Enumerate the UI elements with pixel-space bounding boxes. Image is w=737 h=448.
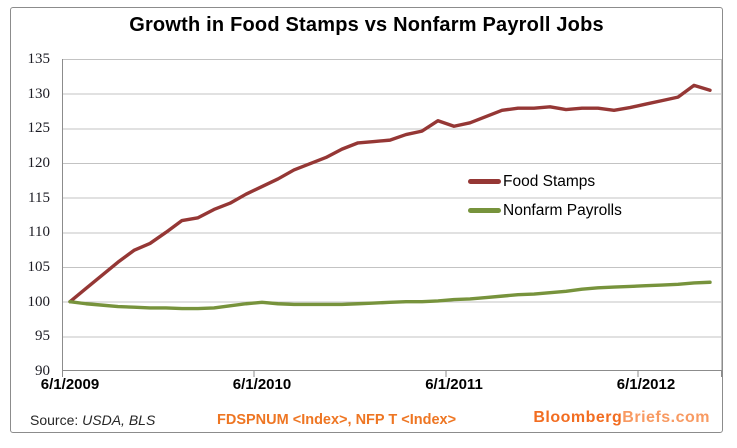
food-stamps-swatch [468, 179, 501, 184]
plot-area [62, 59, 722, 377]
chart-frame [10, 7, 723, 433]
ticker-text: FDSPNUM <Index>, NFP T <Index> [217, 412, 457, 428]
legend: Food Stamps Nonfarm Payrolls [468, 172, 622, 230]
legend-item-food-stamps: Food Stamps [468, 172, 622, 191]
y-axis-label-125: 125 [27, 120, 51, 137]
nonfarm-payrolls-line [68, 280, 712, 311]
x-axis-label-3: 6/1/2012 [616, 376, 676, 393]
x-axis-label-0: 6/1/2009 [40, 376, 100, 393]
brand-text: BloombergBriefs.com [533, 409, 710, 427]
brand-main: Bloomberg [533, 409, 623, 426]
legend-item-nonfarm-payrolls: Nonfarm Payrolls [468, 201, 622, 220]
axis-lines [62, 59, 722, 372]
chart-title: Growth in Food Stamps vs Nonfarm Payroll… [129, 14, 604, 36]
source-agencies: USDA, BLS [82, 412, 156, 428]
food-stamps-line [68, 83, 712, 304]
y-axis-label-95: 95 [35, 328, 50, 345]
food-stamps-legend-label: Food Stamps [503, 172, 596, 190]
y-axis-label-130: 130 [27, 85, 51, 102]
y-axis-label-120: 120 [27, 155, 51, 171]
source-prefix: Source: [30, 412, 83, 428]
y-axis-label-115: 115 [28, 189, 50, 206]
y-axis-label-135: 135 [27, 51, 51, 67]
x-axis-label-2: 6/1/2011 [425, 376, 483, 393]
nonfarm-payrolls-legend-label: Nonfarm Payrolls [503, 201, 622, 219]
y-axis-label-90: 90 [35, 363, 50, 379]
y-axis-label-105: 105 [27, 259, 51, 275]
brand-secondary: Briefs.com [622, 409, 710, 426]
y-axis-label-110: 110 [28, 224, 50, 241]
nonfarm-payrolls-swatch [468, 208, 501, 213]
source-note: Source: USDA, BLS [30, 412, 155, 428]
x-axis-label-1: 6/1/2010 [232, 376, 292, 393]
y-axis-label-100: 100 [27, 293, 51, 310]
